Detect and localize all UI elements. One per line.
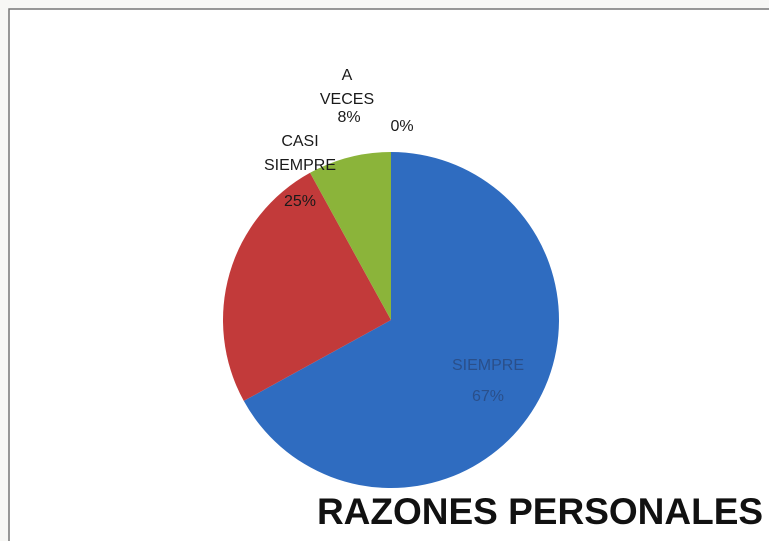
pie-slice <box>310 152 391 320</box>
value-label: 25% <box>284 193 316 210</box>
category-label: CASI SIEMPRE <box>264 133 336 174</box>
value-label: 0% <box>390 118 413 135</box>
chart-title: RAZONES PERSONALES <box>317 491 763 532</box>
value-label: 8% <box>337 109 360 126</box>
pie <box>223 152 560 488</box>
value-label: 67% <box>472 388 504 405</box>
pie-slice <box>243 152 560 488</box>
category-label: SIEMPRE <box>452 357 524 374</box>
pie-slice <box>223 172 391 401</box>
category-label: A VECES <box>320 67 374 108</box>
